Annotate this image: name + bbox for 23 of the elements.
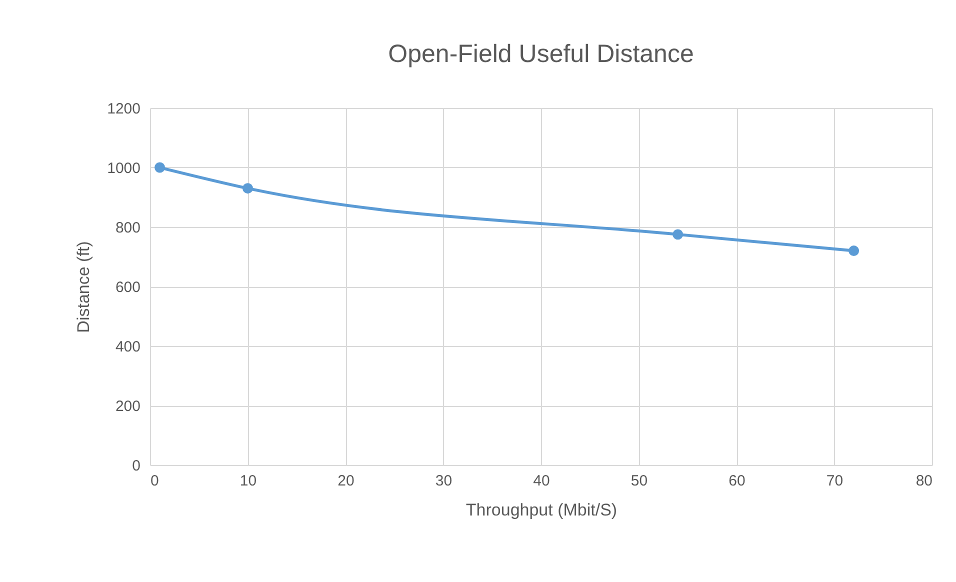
x-tick-label: 70 — [826, 472, 844, 490]
point — [672, 229, 684, 240]
y-tick-label: 200 — [115, 398, 140, 415]
x-tick-label: 0 — [150, 472, 159, 490]
x-tick-label: 60 — [728, 472, 746, 490]
x-tick-label: 30 — [435, 472, 452, 490]
point — [154, 162, 166, 173]
y-tick-label: 600 — [115, 279, 140, 296]
y-tick-label: 1200 — [107, 100, 140, 118]
x-tick-label: 40 — [533, 472, 550, 490]
y-tick-label: 0 — [132, 458, 140, 474]
x-tick-label: 80 — [916, 472, 932, 490]
point — [242, 183, 253, 194]
x-tick-label: 10 — [240, 472, 257, 490]
y-axis-title: Distance (ft) — [74, 241, 94, 333]
chart-title: Open-Field Useful Distance — [388, 40, 694, 68]
x-axis-title: Throughput (Mbit/S) — [466, 500, 618, 520]
y-tick-label: 800 — [115, 220, 140, 236]
point — [848, 246, 860, 256]
y-tick-label: 1000 — [107, 160, 140, 177]
x-tick-label: 20 — [338, 472, 354, 490]
x-tick-label: 50 — [630, 472, 648, 490]
y-tick-label: 400 — [115, 338, 140, 356]
